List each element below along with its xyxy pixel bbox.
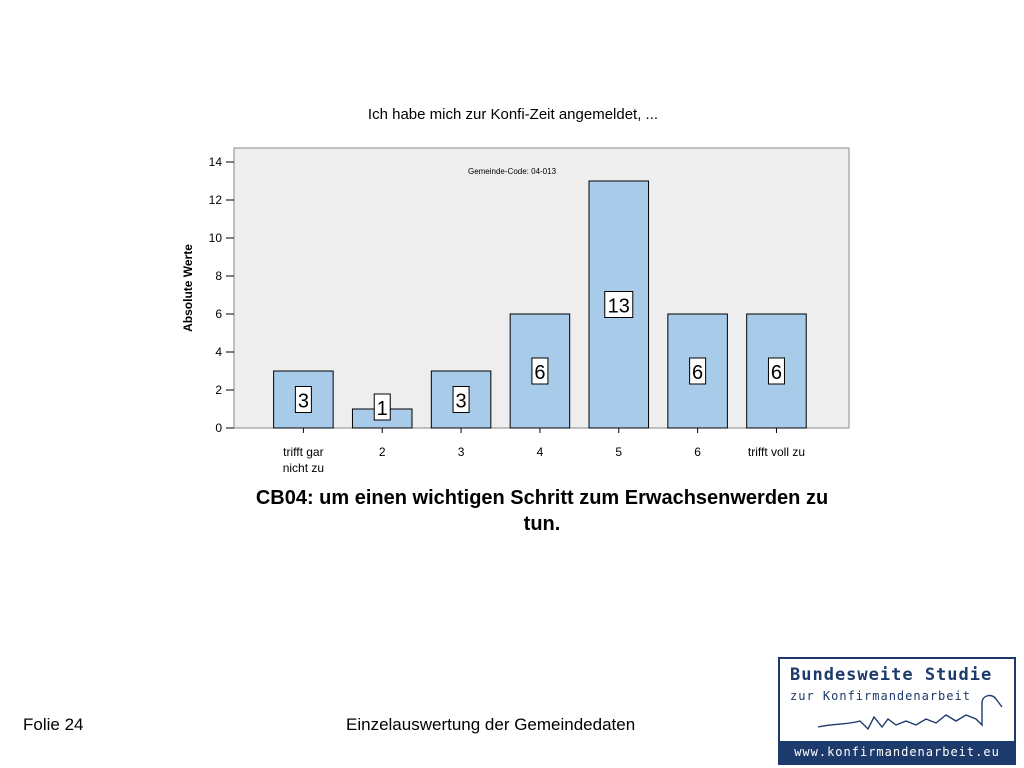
- x-tick-label: 2: [379, 445, 386, 459]
- y-tick-label: 2: [215, 383, 222, 397]
- x-tick-label: 5: [615, 445, 622, 459]
- study-logo: Bundesweite Studie zur Konfirmandenarbei…: [778, 657, 1016, 765]
- chart-annotation: Gemeinde-Code: 04-013: [468, 167, 557, 176]
- logo-line-2: zur Konfirmandenarbeit: [790, 689, 971, 703]
- y-tick-label: 0: [215, 421, 222, 435]
- data-label: 1: [377, 398, 388, 420]
- logo-url: www.konfirmandenarbeit.eu: [780, 741, 1014, 763]
- data-label: 13: [608, 296, 630, 318]
- data-label-box: [604, 291, 634, 318]
- data-label: 6: [534, 362, 545, 384]
- data-label-box: [767, 357, 785, 385]
- data-label-box: [294, 386, 312, 413]
- bar-chart: Gemeinde-Code: 04-013 Absolute Werte 0 2 4…: [181, 147, 850, 475]
- data-label: 6: [771, 362, 782, 384]
- x-tick-label: trifft gar nicht zu: [283, 445, 324, 475]
- y-axis: 0 2 4 6 8 10 12 14: [209, 155, 234, 435]
- y-tick-label: 4: [215, 345, 222, 359]
- y-tick-label: 10: [209, 231, 223, 245]
- y-axis-label: Absolute Werte: [181, 244, 195, 332]
- data-label-box: [689, 357, 707, 385]
- chart-title: Ich habe mich zur Konfi-Zeit angemeldet,…: [367, 106, 659, 123]
- x-axis: trifft gar nicht zu 2 3 4 5 6 trifft voll zu: [283, 428, 805, 475]
- y-tick-label: 14: [209, 155, 223, 169]
- data-label: 3: [298, 391, 309, 413]
- x-tick-label: 6: [694, 445, 701, 459]
- y-tick-label: 12: [209, 193, 223, 207]
- y-tick-label: 8: [215, 269, 222, 283]
- data-label: 3: [456, 391, 467, 413]
- y-tick-label: 6: [215, 307, 222, 321]
- footer-title: Einzelauswertung der Gemeindedaten: [346, 715, 636, 734]
- logo-line-1: Bundesweite Studie: [790, 665, 993, 685]
- x-tick-label: 4: [537, 445, 544, 459]
- slide-number: Folie 24: [23, 715, 84, 734]
- data-label-box: [452, 386, 470, 413]
- data-label: 6: [692, 362, 703, 384]
- x-tick-label: 3: [458, 445, 465, 459]
- data-label-box: [373, 393, 391, 421]
- question-text: CB04: um einen wichtigen Schritt zum Erw…: [255, 487, 829, 535]
- wave-icon: [817, 694, 1003, 731]
- x-tick-label: trifft voll zu: [748, 445, 805, 459]
- data-label-box: [531, 357, 549, 385]
